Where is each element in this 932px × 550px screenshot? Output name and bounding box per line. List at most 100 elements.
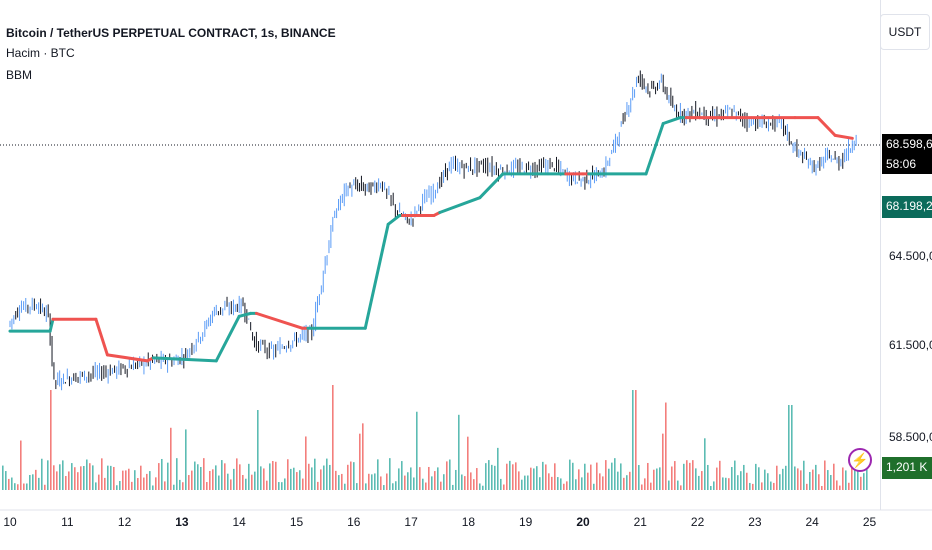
volume-bar [335,470,337,490]
volume-bar [584,463,586,490]
volume-bar [83,466,85,490]
volume-bar [56,471,58,490]
volume-bar [587,472,589,490]
bbm-line-segment [661,116,682,125]
volume-bar [353,462,355,490]
volume-bar [101,458,103,490]
volume-bar [161,458,163,490]
volume-bar [374,473,376,490]
volume-bar [725,477,727,490]
time-tick: 15 [289,515,304,529]
volume-bar [338,475,340,490]
volume-bar [512,464,514,490]
indicator-legend[interactable]: BBM [6,68,33,82]
volume-bar [416,411,418,490]
volume-bar [530,467,532,490]
bbm-line-segment [151,356,218,363]
volume-bar [836,480,838,490]
volume-bar [257,410,259,490]
time-tick: 10 [3,515,17,529]
volume-bar [59,464,61,490]
time-tick: 21 [633,515,647,529]
volume-bar [152,485,154,490]
bbm-line-segment [816,116,837,137]
volume-bar [806,483,808,490]
bbm-line-segment [48,317,55,333]
volume-bar [263,468,265,490]
volume-bar [386,473,388,490]
bbm-line-segment [254,311,304,330]
volume-bar [683,463,685,490]
volume-bar [281,482,283,490]
volume-bar [191,470,193,490]
volume-bar [857,459,859,490]
volume-bar [782,468,784,490]
volume-bar [269,463,271,490]
currency-button[interactable]: USDT [880,14,930,50]
volume-bar [194,461,196,490]
volume-bar [641,484,643,490]
volume-bar [377,459,379,490]
symbol-title[interactable]: Bitcoin / TetherUS PERPETUAL CONTRACT, 1… [6,26,336,40]
volume-bar [44,484,46,490]
volume-bar [89,463,91,490]
volume-bar [635,390,637,490]
volume-bar [812,469,814,490]
volume-bar [563,483,565,490]
volume-bar [50,390,52,490]
volume-bar [302,478,304,490]
volume-bar [578,469,580,490]
volume-bar [557,477,559,490]
volume-bar [815,464,817,490]
volume-bar [572,462,574,490]
volume-bar [155,477,157,490]
volume-bar [749,482,751,490]
volume-bar [212,469,214,490]
volume-bar [461,474,463,490]
volume-bar [761,482,763,490]
time-tick: 18 [461,515,476,529]
volume-bar [521,479,523,490]
volume-bar [689,462,691,490]
volume-bar [824,460,826,490]
volume-bar [200,466,202,490]
volume-bar [479,483,481,490]
volume-bar [134,470,136,490]
time-tick: 12 [117,515,132,529]
lightning-icon[interactable]: ⚡ [848,448,872,472]
volume-bar [245,478,247,490]
volume-bar [731,467,733,490]
volume-bar [380,476,382,490]
volume-bar [158,463,160,490]
volume-bar [860,476,862,490]
volume-bar [272,461,274,490]
volume-bar [728,478,730,490]
volume-bar [710,485,712,490]
volume-bar [116,485,118,490]
volume-bar [677,480,679,490]
volume-bar [317,481,319,490]
volume-bar [839,485,841,490]
volume-bar [209,470,211,490]
volume-bar [764,469,766,490]
volume-bar [818,474,820,490]
volume-bar [716,467,718,490]
volume-bar [47,460,49,490]
bbm-line-segment [105,353,150,363]
volume-bar [86,459,88,490]
volume-bar [536,466,538,490]
volume-bar [554,463,556,490]
volume-legend[interactable]: Hacim · BTC [6,46,75,60]
volume-bar [863,473,865,490]
volume-bar [527,475,529,490]
volume-bar [452,484,454,490]
volume-value-label: 1,201 K [882,457,932,479]
volume-bar [182,482,184,490]
volume-bar [455,469,457,490]
volume-bar [131,481,133,490]
last-price-label: 68.598,6 [882,134,932,154]
volume-bar [218,475,220,490]
bbm-line-segment [214,314,241,363]
volume-bar [368,473,370,490]
